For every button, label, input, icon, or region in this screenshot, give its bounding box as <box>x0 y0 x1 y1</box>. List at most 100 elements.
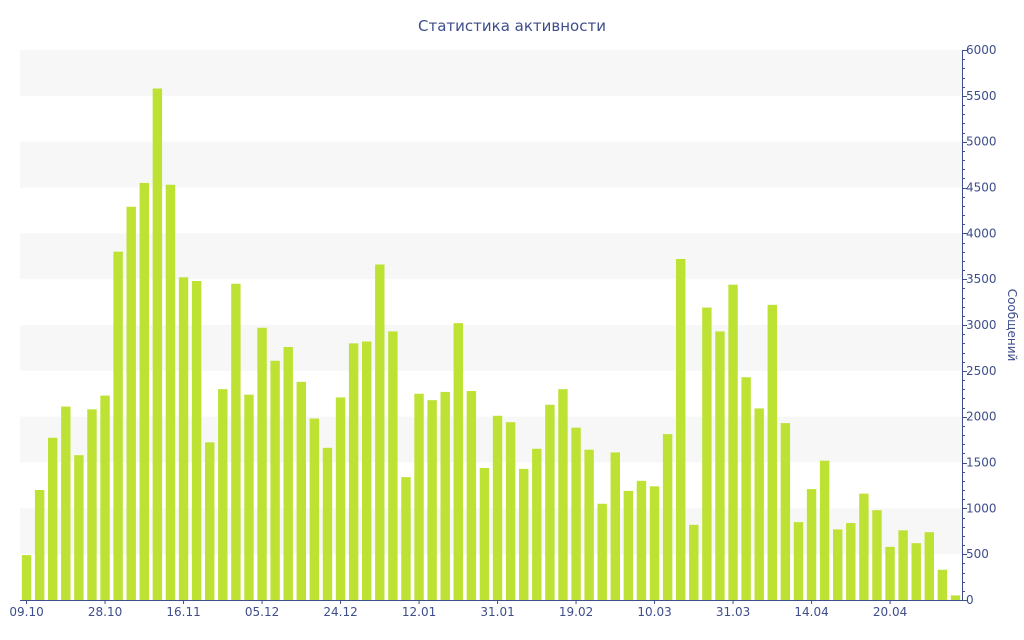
bar <box>911 543 921 600</box>
y-tick-label: 5000 <box>966 135 997 149</box>
grid-band <box>20 325 962 371</box>
y-tick-label: 2000 <box>966 410 997 424</box>
bar <box>649 486 660 600</box>
bar <box>924 532 935 600</box>
bar <box>689 524 699 600</box>
y-tick-label: 1000 <box>966 501 997 515</box>
bar <box>832 529 843 600</box>
bar <box>885 546 895 600</box>
bar <box>21 555 32 600</box>
bar <box>74 455 84 600</box>
y-tick-label: 4000 <box>966 226 997 240</box>
y-axis: 0 500 1000 1500 2000 2500 3000 3500 4000 4500 5000… <box>962 43 997 607</box>
bar <box>100 395 110 600</box>
grid-band <box>20 233 962 280</box>
bar <box>623 490 634 600</box>
bar <box>728 284 738 600</box>
x-tick-label: 05.12 <box>245 605 279 619</box>
bar <box>715 331 725 600</box>
bar <box>375 264 385 600</box>
bar <box>767 304 778 600</box>
bar <box>388 331 398 600</box>
bar <box>178 277 189 600</box>
bar <box>872 510 882 600</box>
bar <box>702 307 712 600</box>
bar <box>558 389 568 600</box>
bar <box>662 434 673 600</box>
chart-title: Статистика активности <box>418 17 606 35</box>
bar <box>113 251 123 600</box>
y-tick-label: 5500 <box>966 89 997 103</box>
bar <box>348 343 359 600</box>
bars-group <box>21 88 961 600</box>
bar <box>283 347 293 600</box>
bar <box>806 489 817 600</box>
bar <box>414 393 424 600</box>
bar <box>47 437 58 600</box>
bar <box>34 490 45 600</box>
bar <box>584 449 594 600</box>
x-tick-label: 28.10 <box>88 605 122 619</box>
bar <box>492 415 503 600</box>
bar <box>126 206 136 600</box>
bar <box>479 468 490 600</box>
bar <box>296 381 307 600</box>
grid-band <box>20 416 962 463</box>
bar <box>204 442 215 600</box>
bar <box>440 391 450 600</box>
x-tick-label: 20.04 <box>873 605 907 619</box>
grid-band <box>20 508 962 555</box>
bar <box>950 595 961 600</box>
bar <box>244 394 254 600</box>
bar <box>741 377 751 600</box>
bar <box>270 360 280 600</box>
bar <box>218 389 228 600</box>
bar <box>257 327 267 600</box>
y-tick-label: 500 <box>966 547 989 561</box>
y-tick-label: 2500 <box>966 364 997 378</box>
x-tick-label: 12.01 <box>402 605 436 619</box>
x-tick-label: 19.02 <box>559 605 593 619</box>
bar <box>505 422 516 600</box>
bar <box>937 569 948 600</box>
bar <box>898 530 908 600</box>
bar <box>545 404 555 600</box>
background-bands <box>20 50 962 555</box>
bar <box>780 423 791 600</box>
bar <box>231 283 241 600</box>
y-tick-label: 0 <box>966 593 974 607</box>
bar <box>453 323 464 600</box>
bar <box>466 391 477 600</box>
y-tick-label: 6000 <box>966 43 997 57</box>
x-tick-label: 09.10 <box>9 605 43 619</box>
x-tick-label: 31.03 <box>716 605 750 619</box>
bar <box>597 503 607 600</box>
bar <box>859 493 869 600</box>
x-tick-label: 16.11 <box>166 605 200 619</box>
bar <box>401 477 411 600</box>
y-tick-label: 3000 <box>966 318 997 332</box>
bar <box>61 406 71 600</box>
y-axis-label: Сообщений <box>1005 289 1019 362</box>
bar <box>191 281 202 600</box>
bar <box>793 522 804 600</box>
bar <box>610 452 621 600</box>
bar <box>636 480 647 600</box>
bar <box>139 182 150 600</box>
bar <box>87 409 97 600</box>
bar <box>309 418 320 600</box>
y-tick-label: 4500 <box>966 181 997 195</box>
x-tick-label: 14.04 <box>794 605 828 619</box>
bar <box>518 468 529 600</box>
bar <box>571 427 581 600</box>
grid-band <box>20 50 962 96</box>
bar <box>532 448 542 600</box>
bar <box>754 408 764 600</box>
x-axis: 09.10 28.10 16.11 05.12 24.12 12.01 31.01 19.02… <box>9 600 962 619</box>
bar <box>335 397 346 600</box>
bar <box>675 259 686 600</box>
bar <box>846 523 856 600</box>
bar <box>165 184 176 600</box>
x-tick-label: 24.12 <box>323 605 357 619</box>
